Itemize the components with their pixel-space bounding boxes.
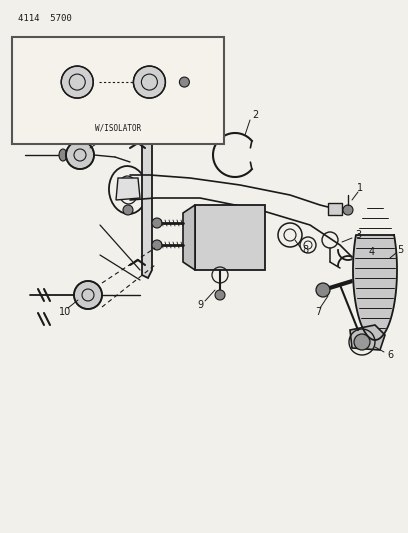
Text: 2: 2	[252, 110, 258, 120]
Text: 11: 11	[71, 55, 83, 64]
Circle shape	[152, 240, 162, 250]
Polygon shape	[195, 205, 265, 270]
Circle shape	[316, 283, 330, 297]
Text: 9: 9	[197, 300, 203, 310]
Polygon shape	[183, 205, 195, 270]
Ellipse shape	[59, 149, 67, 161]
Polygon shape	[328, 203, 342, 215]
Text: 10: 10	[59, 307, 71, 317]
Text: 5: 5	[397, 245, 403, 255]
Text: 3: 3	[355, 230, 361, 240]
Circle shape	[133, 66, 165, 98]
Text: W/ISOLATOR: W/ISOLATOR	[95, 124, 142, 132]
Circle shape	[61, 66, 93, 98]
Text: 7: 7	[315, 307, 321, 317]
Circle shape	[66, 141, 94, 169]
Polygon shape	[350, 325, 385, 350]
Polygon shape	[353, 235, 397, 340]
Text: 12: 12	[144, 55, 155, 64]
Circle shape	[180, 77, 189, 87]
Circle shape	[343, 205, 353, 215]
Text: 4: 4	[369, 247, 375, 257]
Text: 4114  5700: 4114 5700	[18, 14, 72, 23]
Circle shape	[215, 290, 225, 300]
Text: 1: 1	[357, 183, 363, 193]
Circle shape	[354, 334, 370, 350]
Polygon shape	[116, 178, 140, 200]
Circle shape	[74, 281, 102, 309]
Text: 6: 6	[387, 350, 393, 360]
Circle shape	[123, 205, 133, 215]
Circle shape	[152, 218, 162, 228]
FancyBboxPatch shape	[12, 37, 224, 144]
Polygon shape	[142, 137, 152, 278]
Text: 8: 8	[302, 245, 308, 255]
Text: 1: 1	[107, 125, 113, 135]
